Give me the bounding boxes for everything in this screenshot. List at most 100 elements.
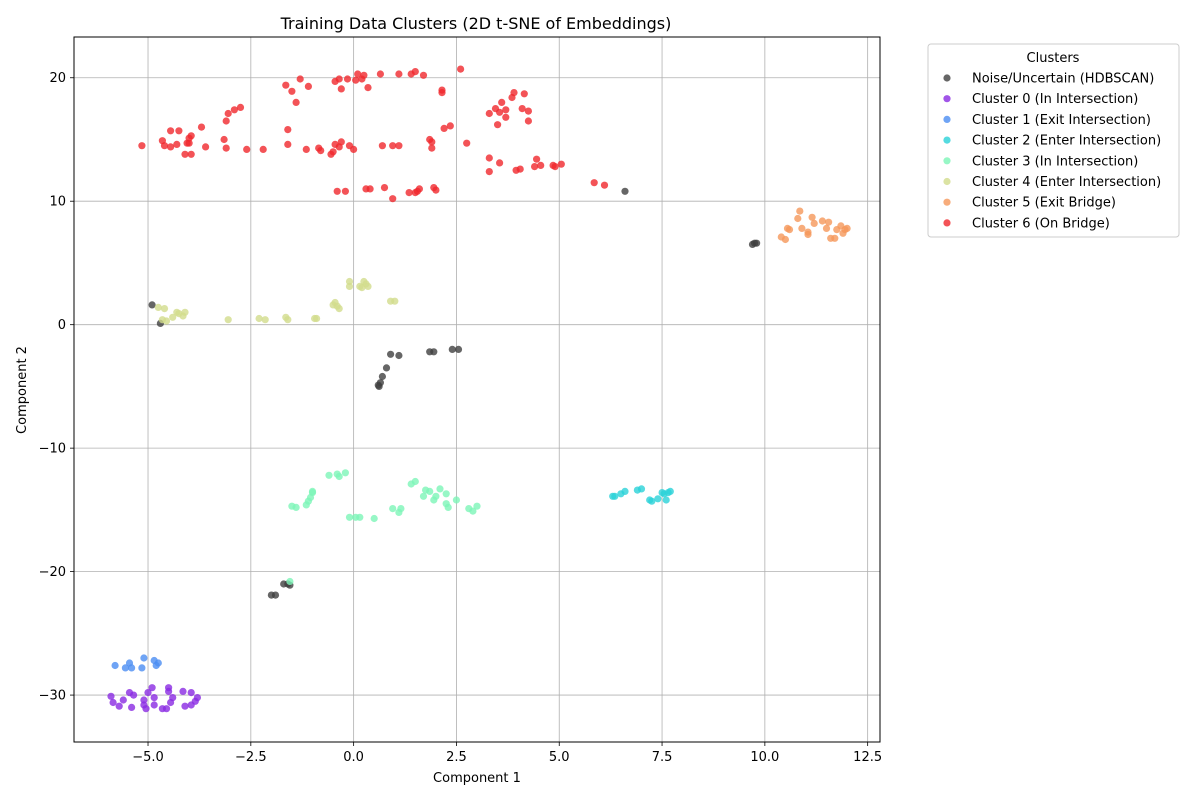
scatter-point-series-5 (261, 316, 269, 324)
scatter-point-series-4 (302, 501, 310, 509)
scatter-point-series-7 (395, 70, 403, 78)
scatter-point-series-6 (818, 217, 827, 225)
scatter-point-series-7 (531, 163, 539, 171)
plot-area-frame (73, 36, 881, 743)
scatter-point-series-1 (179, 687, 187, 696)
scatter-point-series-7 (411, 68, 419, 76)
legend-marker (943, 219, 951, 227)
legend-label: Cluster 1 (Exit Intersection) (972, 113, 1151, 128)
scatter-point-series-7 (366, 185, 374, 193)
scatter-point-series-5 (313, 314, 321, 323)
scatter-point-series-2 (140, 654, 148, 662)
scatter-point-series-7 (350, 145, 358, 153)
scatter-point-series-4 (419, 492, 428, 500)
x-tick-label: 12.5 (853, 750, 882, 765)
scatter-point-series-4 (432, 492, 440, 500)
scatter-point-series-7 (428, 144, 436, 152)
scatter-point-series-7 (175, 127, 183, 135)
scatter-point-series-7 (405, 189, 413, 197)
scatter-point-series-6 (810, 219, 818, 227)
scatter-point-series-7 (352, 76, 360, 84)
scatter-point-series-1 (150, 701, 158, 709)
x-axis-label: Component 1 (433, 771, 521, 786)
scatter-point-series-2 (121, 664, 129, 672)
scatter-point-series-6 (781, 235, 790, 244)
legend-label: Cluster 6 (On Bridge) (972, 216, 1110, 231)
legend-label: Cluster 4 (Enter Intersection) (972, 175, 1161, 190)
scatter-point-series-4 (356, 513, 364, 521)
scatter-point-series-1 (142, 705, 150, 713)
scatter-point-series-7 (557, 160, 565, 168)
scatter-point-series-0 (271, 591, 280, 599)
scatter-point-series-7 (185, 139, 193, 147)
scatter-point-series-0 (382, 364, 391, 372)
x-tick-label: 7.5 (652, 750, 673, 765)
grid (74, 37, 880, 742)
scatter-point-series-1 (115, 702, 123, 710)
legend-title: Clusters (1027, 51, 1080, 66)
legend-marker (943, 115, 951, 123)
scatter-point-series-1 (193, 694, 201, 702)
y-tick-label: −30 (39, 689, 66, 704)
legend-marker (943, 177, 951, 186)
scatter-point-series-1 (130, 691, 138, 699)
scatter-point-series-0 (448, 345, 456, 353)
scatter-point-series-7 (167, 143, 175, 151)
scatter-point-series-7 (440, 124, 448, 132)
scatter-point-series-4 (370, 514, 378, 523)
scatter-point-series-7 (354, 70, 362, 78)
scatter-point-series-4 (286, 577, 294, 586)
scatter-point-series-3 (637, 485, 646, 493)
y-axis-ticks: −30 −20 −10 0 10 20 (39, 71, 74, 704)
scatter-point-series-7 (138, 142, 146, 150)
legend-marker (943, 74, 951, 82)
legend-label: Cluster 5 (Exit Bridge) (972, 196, 1116, 211)
legend-marker (943, 136, 951, 144)
scatter-point-series-4 (411, 477, 419, 486)
scatter-point-series-7 (173, 140, 181, 148)
scatter-point-series-6 (843, 224, 851, 232)
scatter-point-series-7 (288, 87, 296, 95)
scatter-point-series-2 (111, 661, 119, 670)
scatter-point-series-5 (345, 277, 354, 286)
scatter-point-series-4 (469, 507, 477, 515)
scatter-point-series-7 (524, 107, 533, 115)
x-tick-label: −2.5 (235, 750, 267, 765)
scatter-point-series-6 (796, 207, 804, 215)
legend: Clusters Noise/Uncertain (HDBSCAN) Cluste… (927, 43, 1180, 238)
scatter-point-series-1 (162, 705, 171, 713)
scatter-point-series-7 (498, 98, 506, 106)
scatter-point-series-7 (446, 122, 454, 130)
scatter-point-series-7 (282, 81, 290, 89)
scatter-point-series-7 (337, 85, 345, 93)
scatter-point-series-3 (611, 492, 619, 500)
scatter-point-series-7 (415, 185, 423, 193)
scatter-point-series-7 (302, 145, 310, 153)
scatter-point-series-7 (284, 126, 292, 134)
scatter-point-series-7 (181, 150, 189, 158)
scatter-point-series-7 (438, 89, 446, 97)
legend-marker (943, 157, 951, 165)
scatter-point-series-7 (380, 184, 389, 192)
scatter-point-series-1 (107, 692, 115, 700)
scatter-point-series-5 (335, 305, 343, 313)
scatter-point-series-6 (804, 230, 812, 239)
scatter-point-series-7 (259, 145, 267, 153)
scatter-point-series-5 (391, 297, 399, 305)
y-tick-label: −20 (39, 565, 66, 580)
scatter-point-series-1 (119, 696, 127, 704)
legend-label: Cluster 0 (In Intersection) (972, 92, 1138, 107)
scatter-point-series-6 (785, 226, 794, 234)
x-tick-label: 0.0 (343, 750, 364, 765)
scatter-point-series-7 (496, 108, 504, 116)
scatter-point-series-7 (419, 71, 428, 79)
scatter-point-series-7 (360, 71, 368, 79)
scatter-point-series-7 (524, 117, 533, 125)
legend-label: Cluster 2 (Enter Intersection) (972, 134, 1161, 149)
scatter-point-series-7 (364, 84, 372, 92)
scatter-point-series-7 (457, 65, 465, 73)
scatter-point-series-4 (442, 490, 450, 498)
scatter-point-series-3 (648, 497, 656, 505)
scatter-point-series-5 (364, 282, 372, 290)
